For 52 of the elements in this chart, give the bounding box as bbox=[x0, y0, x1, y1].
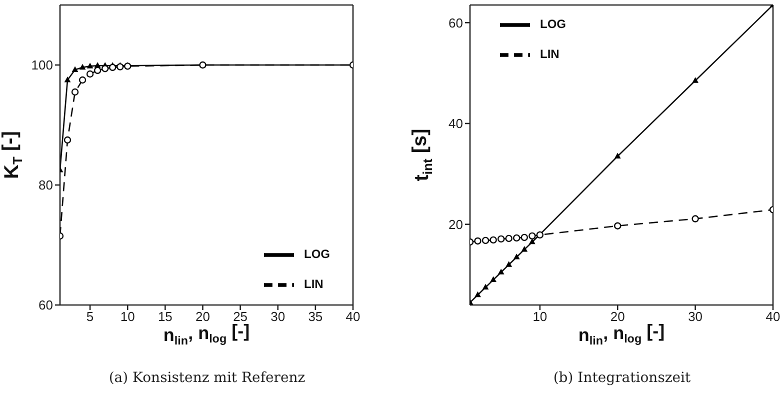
point bbox=[78, 76, 86, 84]
point bbox=[79, 64, 86, 70]
point bbox=[101, 65, 109, 72]
x-tick-label: 30 bbox=[688, 309, 703, 324]
point bbox=[490, 236, 497, 244]
text: (a) Konsistenz mit Referenz bbox=[108, 370, 306, 386]
x-tick-label: 10 bbox=[532, 309, 548, 324]
point bbox=[64, 76, 71, 82]
point bbox=[528, 232, 536, 240]
y-tick-label: 40 bbox=[448, 116, 463, 132]
legend-label: LOG bbox=[304, 247, 330, 262]
legend-label: LIN bbox=[540, 47, 560, 62]
point bbox=[72, 66, 78, 72]
point bbox=[490, 276, 497, 282]
point bbox=[520, 234, 528, 242]
text: (b) Integrationszeit bbox=[552, 370, 692, 386]
point bbox=[498, 268, 504, 274]
point bbox=[528, 238, 536, 244]
point bbox=[692, 215, 699, 222]
point bbox=[521, 246, 528, 252]
point bbox=[692, 77, 699, 83]
point bbox=[108, 64, 116, 71]
point bbox=[94, 66, 102, 74]
point bbox=[513, 254, 520, 260]
x-tick-label: 10 bbox=[120, 309, 135, 324]
x-tick-label: 40 bbox=[346, 309, 360, 324]
y-tick-label: 60 bbox=[448, 15, 463, 30]
x-tick-label: 5 bbox=[86, 309, 94, 324]
legend-label: LIN bbox=[304, 277, 324, 292]
x-tick-label: 30 bbox=[270, 309, 286, 324]
point bbox=[474, 237, 482, 245]
point bbox=[86, 70, 94, 78]
y-tick-label: 80 bbox=[38, 178, 53, 193]
point bbox=[482, 236, 490, 244]
y-tick-label: 60 bbox=[38, 298, 53, 313]
point bbox=[497, 235, 505, 243]
point bbox=[614, 222, 622, 230]
x-tick-label: 35 bbox=[308, 309, 323, 324]
x-tick-label: 40 bbox=[766, 309, 780, 324]
point bbox=[505, 234, 512, 242]
point bbox=[482, 284, 489, 290]
y-tick-label: 100 bbox=[31, 58, 53, 73]
point bbox=[513, 234, 520, 242]
point bbox=[86, 62, 94, 68]
point bbox=[614, 152, 621, 158]
point bbox=[116, 63, 124, 70]
point bbox=[64, 136, 72, 144]
legend-label: LOG bbox=[540, 17, 566, 32]
y-tick-label: 20 bbox=[448, 216, 463, 232]
point bbox=[71, 88, 79, 96]
point bbox=[474, 291, 481, 298]
point bbox=[506, 261, 512, 267]
